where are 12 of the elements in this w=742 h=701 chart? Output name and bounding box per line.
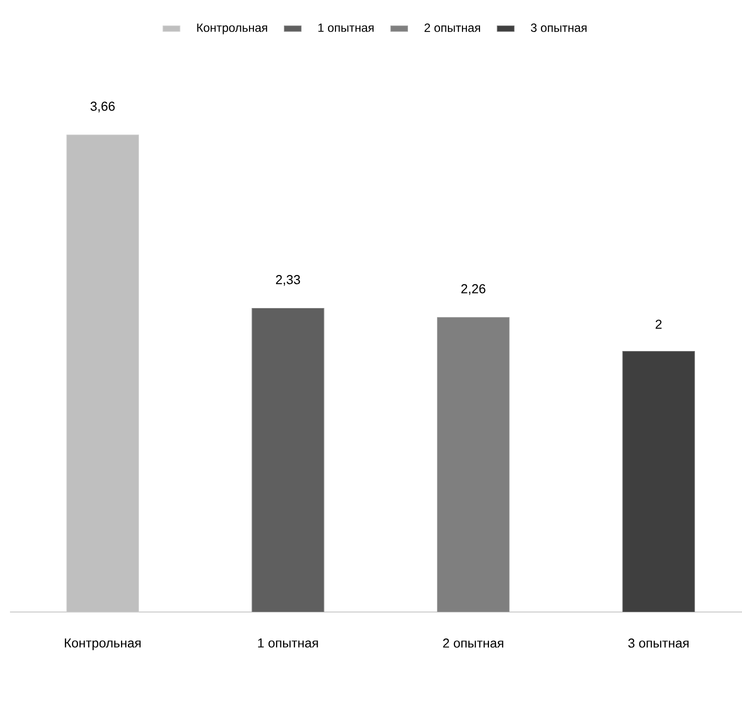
data-label: 3,66 xyxy=(90,102,115,112)
data-label: 2,26 xyxy=(461,284,486,295)
data-label: 2,33 xyxy=(276,275,300,286)
x-tick-label: 1 опытная xyxy=(258,638,318,648)
legend-label: Контрольная xyxy=(197,24,268,34)
x-tick-label: 3 опытная xyxy=(628,638,689,648)
legend-label: 1 опытная xyxy=(318,24,374,32)
legend-label: 3 опытная xyxy=(530,24,587,32)
x-tick-label: Контрольная xyxy=(64,638,141,650)
data-label: 2 xyxy=(656,320,662,329)
legend-label: 2 опытная xyxy=(424,24,480,32)
x-tick-label: 2 опытная xyxy=(443,638,504,648)
